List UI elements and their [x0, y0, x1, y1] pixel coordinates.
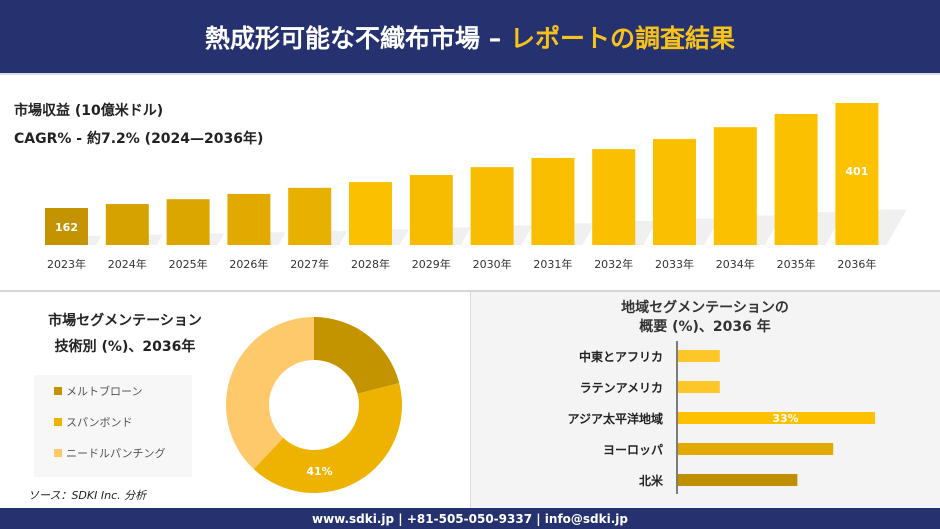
- legend-swatch: [54, 387, 62, 395]
- title-highlight: レポートの調査結果: [509, 23, 735, 53]
- donut-slice: [314, 317, 400, 394]
- year-label: 2036年: [837, 257, 876, 271]
- year-label: 2030年: [473, 257, 512, 271]
- revenue-bar: [45, 208, 88, 245]
- region-label: 北米: [639, 473, 664, 488]
- source-note: ソース：SDKI Inc. 分析: [28, 489, 147, 502]
- region-title-1: 地域セグメンテーションの: [621, 300, 789, 316]
- report-header: 熱成形可能な不織布市場 – レポートの調査結果: [0, 0, 940, 75]
- revenue-label: 市場収益 (10億米ドル): [14, 103, 164, 119]
- year-label: 2026年: [229, 257, 268, 271]
- revenue-bar: [713, 127, 757, 245]
- region-bar: [678, 443, 834, 455]
- year-label: 2029年: [412, 257, 451, 271]
- revenue-bar: [409, 175, 453, 245]
- year-label: 2033年: [655, 257, 694, 271]
- legend-swatch: [54, 418, 62, 426]
- region-label: アジア太平洋地域: [567, 411, 663, 426]
- region-bar: [678, 412, 875, 424]
- cagr-label: CAGR% - 約7.2% (2024—2036年): [14, 131, 264, 147]
- revenue-bar: [349, 182, 392, 245]
- revenue-bar: [227, 193, 271, 245]
- region-panel: [470, 292, 940, 508]
- year-label: 2025年: [169, 257, 208, 271]
- revenue-bar: [653, 139, 696, 245]
- legend-label: ニードルパンチング: [66, 447, 166, 460]
- year-label: 2032年: [594, 257, 633, 271]
- year-label: 2031年: [533, 257, 572, 271]
- region-title-2: 概要 (%)、2036 年: [639, 319, 771, 335]
- year-label: 2024年: [108, 257, 147, 271]
- legend-swatch: [54, 449, 62, 457]
- donut-value-label: 41%: [306, 465, 332, 478]
- region-value-label: 33%: [772, 412, 798, 425]
- segment-title-1: 市場セグメンテーション: [48, 313, 202, 329]
- year-label: 2028年: [351, 257, 390, 271]
- donut-slice: [253, 383, 403, 494]
- legend-label: メルトブローン: [66, 385, 143, 398]
- revenue-bar: [774, 113, 818, 245]
- bar-value-label: 162: [55, 221, 78, 234]
- title-main: 熱成形可能な不織布市場 –: [205, 23, 502, 53]
- legend-item: スパンボンド: [54, 414, 133, 430]
- revenue-bar: [531, 157, 575, 245]
- region-bar: [678, 350, 720, 362]
- year-label: 2034年: [716, 257, 755, 271]
- legend-label: スパンボンド: [66, 416, 133, 429]
- donut-legend: メルトブローン スパンボンド ニードルパンチング: [34, 375, 192, 477]
- legend-item: ニードルパンチング: [54, 445, 166, 461]
- revenue-bar: [166, 199, 210, 245]
- segment-title-2: 技術別 (%)、2036年: [54, 339, 196, 355]
- region-label: ヨーロッパ: [603, 443, 663, 457]
- revenue-bar: [288, 187, 332, 245]
- revenue-bar: [835, 103, 879, 245]
- region-bar: [678, 474, 798, 486]
- revenue-bar: [470, 167, 514, 245]
- revenue-bar: [105, 204, 149, 245]
- section-divider: [0, 290, 940, 292]
- region-bar: [678, 381, 720, 393]
- bar-value-label: 401: [845, 165, 868, 178]
- region-label: ラテンアメリカ: [580, 381, 663, 395]
- donut-slice: [225, 317, 314, 470]
- legend-item: メルトブローン: [54, 383, 142, 399]
- revenue-bar: [592, 149, 636, 245]
- footer-contact: www.sdki.jp | +81-505-050-9337 | info@sd…: [0, 508, 940, 529]
- year-label: 2023年: [47, 257, 86, 271]
- year-label: 2027年: [290, 257, 329, 271]
- year-label: 2035年: [777, 257, 816, 271]
- region-label: 中東とアフリカ: [579, 349, 663, 364]
